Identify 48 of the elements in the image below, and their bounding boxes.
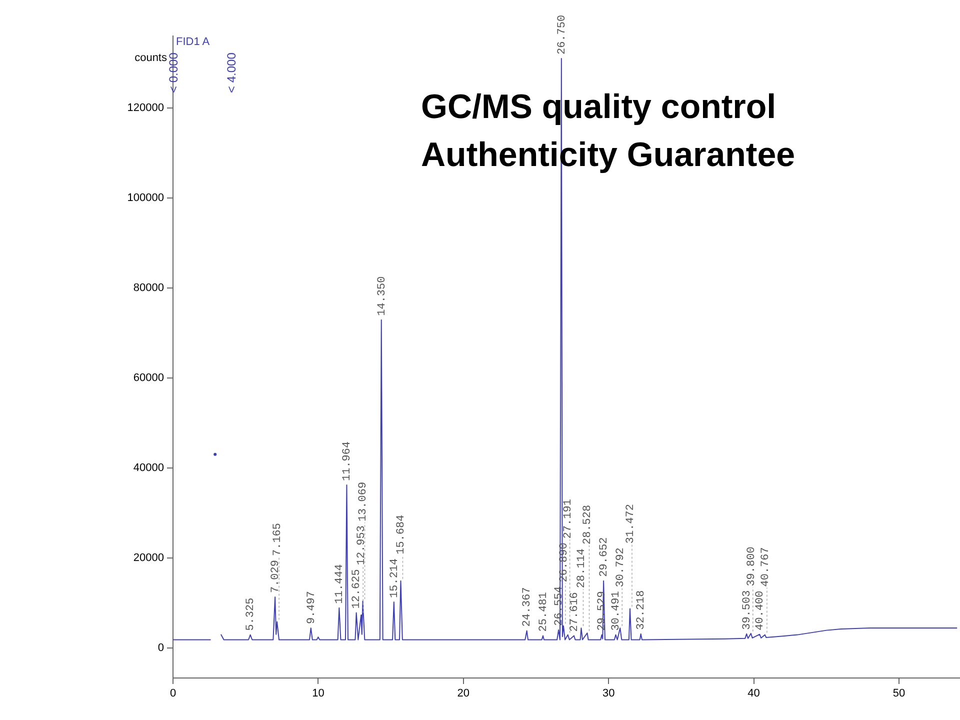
annotation: 31.472 [624, 504, 637, 544]
x-tick-label: 40 [748, 688, 760, 700]
annotation: 12.625 [351, 569, 364, 609]
y-axis-title: counts [134, 52, 168, 64]
annotation: 12.953 [356, 526, 368, 566]
annotation: 14.350 [376, 276, 388, 316]
annotation: 29.529 [596, 591, 609, 631]
y-tick-label: 60000 [133, 372, 164, 384]
annotation: 11.964 [342, 440, 354, 481]
y-tick-label: 120000 [127, 102, 164, 114]
annotation: < 0.000 [166, 52, 180, 93]
annotation: 5.325 [245, 598, 258, 631]
annotation: 28.528 [582, 504, 594, 544]
annotation: 7.165 [272, 523, 284, 556]
chart-title: FID1 A [176, 36, 210, 48]
y-tick-label: 100000 [127, 192, 164, 204]
annotation: 26.890 [558, 542, 570, 582]
annotation: < 4.000 [224, 52, 238, 93]
y-tick-label: 80000 [133, 282, 164, 294]
annotation: 39.800 [746, 546, 758, 586]
annotation: 7.029 [270, 560, 282, 594]
annotation: 29.652 [598, 537, 610, 577]
annotation: 24.367 [522, 587, 534, 627]
x-tick-label: 50 [892, 688, 906, 700]
annotation: 27.191 [562, 498, 575, 539]
annotation: 26.750 [556, 14, 568, 54]
annotation: 28.114 [576, 548, 588, 588]
y-tick-label: 20000 [133, 552, 164, 564]
annotation: 40.400 [754, 590, 767, 630]
annotation: 15.684 [396, 514, 408, 554]
y-tick-label: 40000 [133, 462, 164, 474]
annotation: 26.554 [553, 586, 566, 626]
x-tick-label: 20 [457, 688, 470, 700]
x-tick-label: 30 [602, 688, 615, 700]
annotation: 15.214 [388, 558, 401, 598]
annotation: 32.218 [636, 590, 648, 630]
annotation: 13.069 [358, 482, 370, 522]
x-tick-label: 10 [312, 688, 324, 700]
annotation: 25.481 [538, 592, 550, 632]
annotation: 30.792 [615, 548, 628, 588]
y-tick-label: 0 [158, 642, 164, 654]
annotation: 27.616 [568, 592, 581, 632]
annotation: 39.503 [742, 590, 754, 630]
annotation: 9.497 [306, 591, 318, 624]
x-tick-label: 0 [170, 688, 176, 700]
annotation: 40.767 [760, 547, 772, 587]
annotation: 11.444 [334, 564, 346, 604]
annotation: 30.491 [610, 590, 623, 631]
